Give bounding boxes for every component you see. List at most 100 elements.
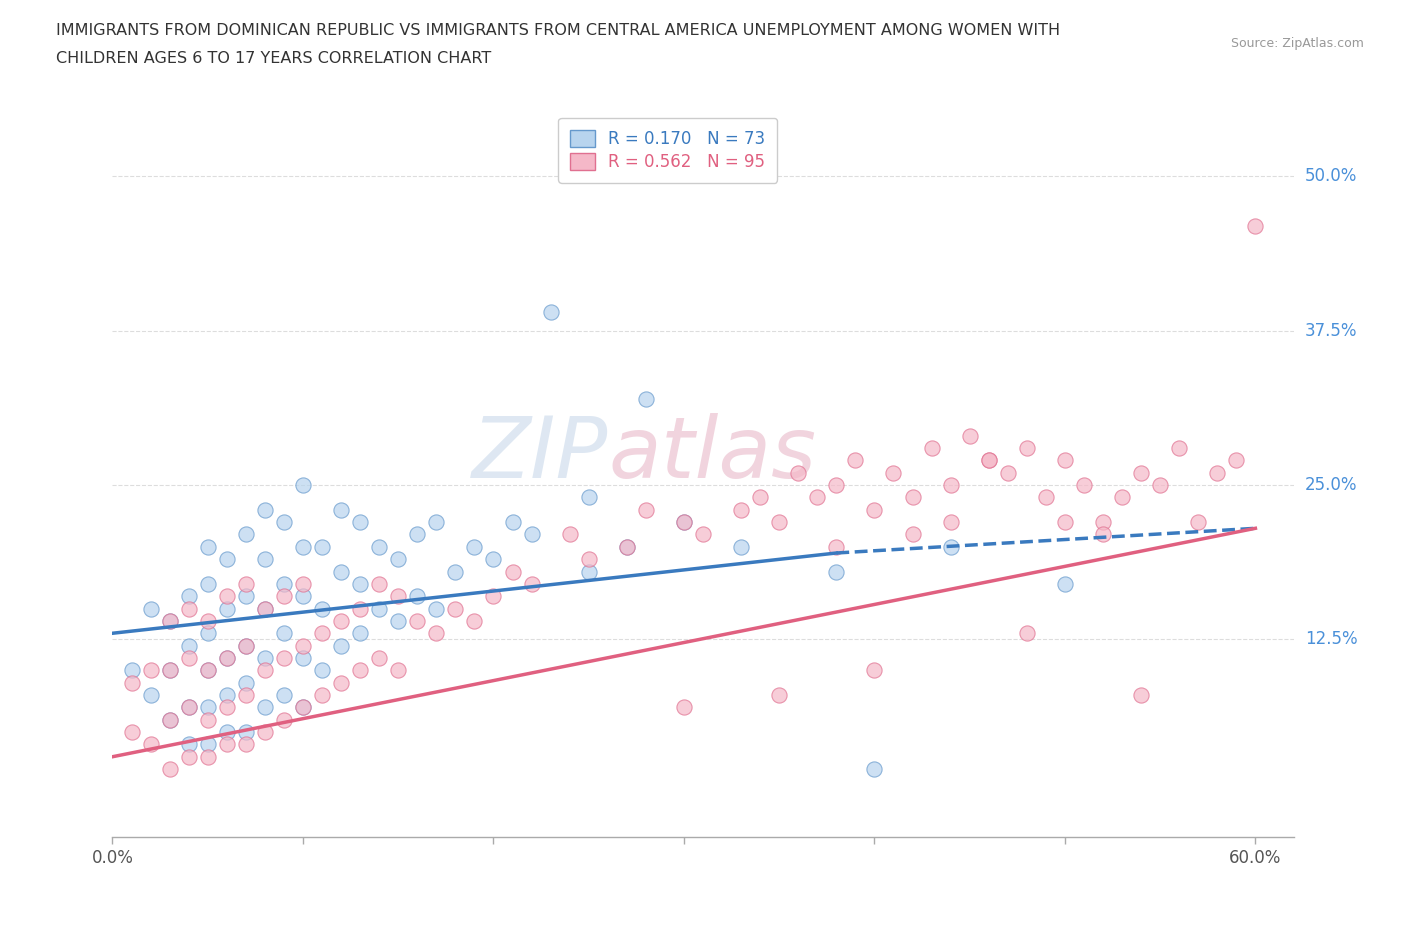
Point	[215, 589, 238, 604]
Point	[215, 601, 238, 616]
Point	[197, 626, 219, 641]
Point	[939, 539, 962, 554]
Point	[672, 514, 695, 529]
Point	[273, 514, 295, 529]
Point	[139, 687, 162, 702]
Point	[235, 687, 257, 702]
Point	[349, 626, 371, 641]
Point	[901, 527, 924, 542]
Point	[425, 626, 447, 641]
Point	[177, 638, 200, 653]
Point	[330, 614, 353, 629]
Point	[159, 614, 181, 629]
Point	[121, 724, 143, 739]
Point	[197, 737, 219, 751]
Point	[253, 663, 276, 678]
Point	[977, 453, 1000, 468]
Point	[215, 650, 238, 665]
Point	[215, 687, 238, 702]
Point	[444, 565, 467, 579]
Point	[768, 514, 790, 529]
Point	[1168, 441, 1191, 456]
Point	[235, 737, 257, 751]
Point	[197, 577, 219, 591]
Text: ZIP: ZIP	[472, 414, 609, 497]
Point	[616, 539, 638, 554]
Point	[139, 737, 162, 751]
Point	[1111, 490, 1133, 505]
Point	[825, 478, 848, 493]
Text: 25.0%: 25.0%	[1305, 476, 1357, 494]
Point	[1130, 687, 1153, 702]
Point	[959, 428, 981, 443]
Point	[197, 614, 219, 629]
Point	[273, 589, 295, 604]
Point	[444, 601, 467, 616]
Point	[215, 700, 238, 715]
Text: IMMIGRANTS FROM DOMINICAN REPUBLIC VS IMMIGRANTS FROM CENTRAL AMERICA UNEMPLOYME: IMMIGRANTS FROM DOMINICAN REPUBLIC VS IM…	[56, 23, 1060, 38]
Point	[253, 601, 276, 616]
Point	[291, 539, 314, 554]
Point	[197, 539, 219, 554]
Point	[1053, 453, 1076, 468]
Text: 12.5%: 12.5%	[1305, 631, 1357, 648]
Point	[291, 700, 314, 715]
Point	[749, 490, 772, 505]
Point	[291, 589, 314, 604]
Point	[578, 565, 600, 579]
Point	[825, 565, 848, 579]
Point	[406, 527, 429, 542]
Point	[235, 589, 257, 604]
Point	[291, 577, 314, 591]
Point	[349, 663, 371, 678]
Point	[311, 601, 333, 616]
Point	[558, 527, 581, 542]
Point	[387, 614, 409, 629]
Point	[1073, 478, 1095, 493]
Text: Source: ZipAtlas.com: Source: ZipAtlas.com	[1230, 37, 1364, 50]
Point	[291, 650, 314, 665]
Point	[425, 514, 447, 529]
Point	[311, 626, 333, 641]
Point	[197, 750, 219, 764]
Point	[1130, 465, 1153, 480]
Point	[502, 514, 524, 529]
Point	[273, 650, 295, 665]
Point	[787, 465, 810, 480]
Text: 50.0%: 50.0%	[1305, 167, 1357, 185]
Point	[253, 601, 276, 616]
Point	[177, 737, 200, 751]
Point	[634, 392, 657, 406]
Text: atlas: atlas	[609, 414, 817, 497]
Point	[159, 663, 181, 678]
Point	[197, 663, 219, 678]
Point	[482, 589, 505, 604]
Point	[578, 551, 600, 566]
Point	[863, 502, 886, 517]
Point	[844, 453, 866, 468]
Point	[197, 712, 219, 727]
Point	[368, 539, 391, 554]
Point	[672, 514, 695, 529]
Point	[311, 687, 333, 702]
Point	[273, 577, 295, 591]
Point	[235, 577, 257, 591]
Point	[1225, 453, 1247, 468]
Point	[387, 589, 409, 604]
Point	[368, 577, 391, 591]
Point	[406, 614, 429, 629]
Point	[387, 551, 409, 566]
Point	[177, 700, 200, 715]
Point	[368, 601, 391, 616]
Point	[901, 490, 924, 505]
Point	[463, 614, 485, 629]
Point	[291, 638, 314, 653]
Point	[616, 539, 638, 554]
Point	[768, 687, 790, 702]
Point	[121, 663, 143, 678]
Point	[349, 514, 371, 529]
Text: CHILDREN AGES 6 TO 17 YEARS CORRELATION CHART: CHILDREN AGES 6 TO 17 YEARS CORRELATION …	[56, 51, 492, 66]
Point	[215, 724, 238, 739]
Point	[1015, 441, 1038, 456]
Point	[235, 724, 257, 739]
